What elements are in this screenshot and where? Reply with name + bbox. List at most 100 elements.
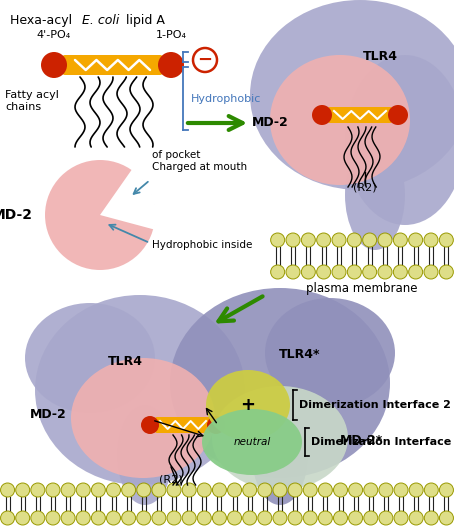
Circle shape bbox=[332, 233, 346, 247]
Ellipse shape bbox=[25, 303, 155, 413]
Text: −: − bbox=[197, 51, 212, 69]
Text: plasma membrane: plasma membrane bbox=[306, 282, 418, 295]
Circle shape bbox=[76, 511, 90, 525]
Circle shape bbox=[303, 483, 317, 497]
Circle shape bbox=[212, 483, 227, 497]
Circle shape bbox=[107, 511, 120, 525]
Text: Hydrophobic inside: Hydrophobic inside bbox=[152, 240, 252, 250]
Circle shape bbox=[243, 511, 257, 525]
Text: 1-PO₄: 1-PO₄ bbox=[156, 30, 187, 40]
Text: Dimerization Interface 1: Dimerization Interface 1 bbox=[311, 437, 454, 447]
Circle shape bbox=[409, 233, 423, 247]
Text: TLR4: TLR4 bbox=[362, 50, 398, 63]
Circle shape bbox=[364, 483, 378, 497]
Ellipse shape bbox=[212, 386, 348, 490]
Text: Charged at mouth: Charged at mouth bbox=[152, 162, 247, 172]
Circle shape bbox=[379, 511, 393, 525]
Circle shape bbox=[182, 511, 196, 525]
Circle shape bbox=[439, 233, 454, 247]
FancyBboxPatch shape bbox=[155, 417, 211, 433]
Circle shape bbox=[212, 511, 227, 525]
Circle shape bbox=[31, 511, 45, 525]
Circle shape bbox=[347, 265, 361, 279]
Circle shape bbox=[394, 511, 408, 525]
Text: Hexa-acyl: Hexa-acyl bbox=[10, 14, 76, 27]
Circle shape bbox=[312, 105, 332, 125]
Text: Dimerization Interface 2: Dimerization Interface 2 bbox=[299, 400, 451, 410]
Circle shape bbox=[197, 483, 211, 497]
Text: E. coli: E. coli bbox=[82, 14, 119, 27]
Circle shape bbox=[258, 511, 272, 525]
Circle shape bbox=[122, 483, 136, 497]
Circle shape bbox=[409, 511, 423, 525]
Text: neutral: neutral bbox=[233, 437, 271, 447]
Circle shape bbox=[349, 511, 363, 525]
Circle shape bbox=[182, 483, 196, 497]
Circle shape bbox=[141, 416, 159, 434]
Circle shape bbox=[152, 511, 166, 525]
Circle shape bbox=[424, 233, 438, 247]
Circle shape bbox=[286, 265, 300, 279]
Circle shape bbox=[388, 105, 408, 125]
Circle shape bbox=[271, 265, 285, 279]
Circle shape bbox=[273, 483, 287, 497]
Circle shape bbox=[318, 483, 332, 497]
Circle shape bbox=[243, 483, 257, 497]
Circle shape bbox=[288, 511, 302, 525]
FancyArrowPatch shape bbox=[218, 296, 262, 321]
Circle shape bbox=[379, 483, 393, 497]
Text: TLR4: TLR4 bbox=[108, 355, 143, 368]
Text: 4'-PO₄: 4'-PO₄ bbox=[37, 30, 71, 40]
Circle shape bbox=[91, 483, 105, 497]
Circle shape bbox=[197, 511, 211, 525]
Circle shape bbox=[409, 265, 423, 279]
Circle shape bbox=[317, 233, 331, 247]
Circle shape bbox=[227, 511, 242, 525]
Circle shape bbox=[207, 416, 225, 434]
Circle shape bbox=[332, 265, 346, 279]
Circle shape bbox=[301, 265, 316, 279]
Circle shape bbox=[378, 233, 392, 247]
Circle shape bbox=[303, 511, 317, 525]
Circle shape bbox=[364, 511, 378, 525]
Circle shape bbox=[347, 233, 361, 247]
Text: chains: chains bbox=[5, 102, 41, 112]
Circle shape bbox=[334, 511, 347, 525]
Text: MD-2*: MD-2* bbox=[340, 434, 383, 446]
Circle shape bbox=[137, 483, 151, 497]
Ellipse shape bbox=[117, 405, 173, 505]
Circle shape bbox=[378, 265, 392, 279]
Ellipse shape bbox=[250, 0, 454, 190]
Text: lipid A: lipid A bbox=[122, 14, 165, 27]
Circle shape bbox=[271, 233, 285, 247]
Circle shape bbox=[137, 511, 151, 525]
Circle shape bbox=[45, 160, 155, 270]
Ellipse shape bbox=[202, 409, 302, 475]
Circle shape bbox=[424, 483, 438, 497]
Circle shape bbox=[46, 511, 60, 525]
Circle shape bbox=[363, 233, 377, 247]
Circle shape bbox=[273, 511, 287, 525]
Circle shape bbox=[317, 265, 331, 279]
Circle shape bbox=[286, 233, 300, 247]
Circle shape bbox=[46, 483, 60, 497]
Text: Hydrophobic: Hydrophobic bbox=[191, 93, 262, 103]
Ellipse shape bbox=[252, 405, 308, 505]
Circle shape bbox=[107, 483, 120, 497]
Circle shape bbox=[167, 483, 181, 497]
Circle shape bbox=[439, 265, 454, 279]
Circle shape bbox=[76, 483, 90, 497]
FancyBboxPatch shape bbox=[62, 55, 163, 75]
Circle shape bbox=[439, 511, 454, 525]
Circle shape bbox=[424, 265, 438, 279]
Circle shape bbox=[318, 511, 332, 525]
Circle shape bbox=[258, 483, 272, 497]
Text: of pocket: of pocket bbox=[152, 150, 200, 160]
Text: MD-2: MD-2 bbox=[0, 208, 33, 222]
Text: MD-2: MD-2 bbox=[30, 409, 67, 421]
Circle shape bbox=[227, 483, 242, 497]
Ellipse shape bbox=[71, 358, 215, 478]
Circle shape bbox=[91, 511, 105, 525]
Wedge shape bbox=[100, 169, 156, 229]
Ellipse shape bbox=[265, 298, 395, 408]
